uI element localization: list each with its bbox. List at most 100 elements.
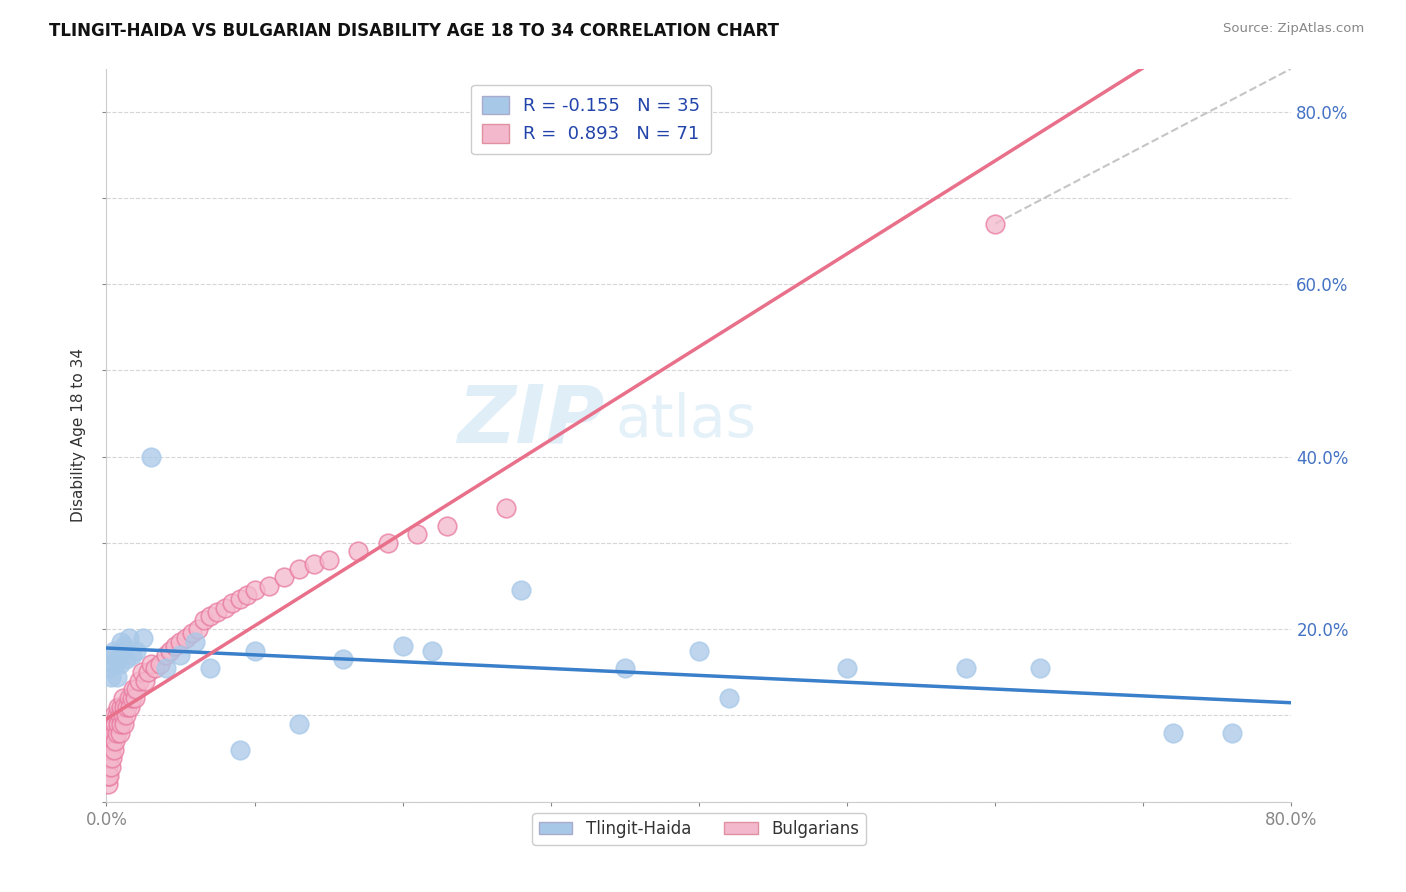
Point: [406, 527, 429, 541]
Point: [984, 217, 1007, 231]
Point: [110, 717, 132, 731]
Point: [1028, 661, 1050, 675]
Point: [155, 661, 177, 675]
Point: [103, 708, 125, 723]
Point: [717, 691, 740, 706]
Y-axis label: Disability Age 18 to 34: Disability Age 18 to 34: [72, 348, 86, 522]
Point: [955, 661, 977, 675]
Point: [117, 691, 139, 706]
Point: [131, 665, 153, 680]
Point: [122, 682, 145, 697]
Point: [193, 614, 215, 628]
Point: [98, 661, 121, 675]
Legend: Tlingit-Haida, Bulgarians: Tlingit-Haida, Bulgarians: [533, 814, 866, 845]
Point: [115, 699, 138, 714]
Point: [198, 609, 221, 624]
Point: [169, 648, 191, 662]
Point: [835, 661, 858, 675]
Point: [110, 699, 132, 714]
Point: [103, 743, 125, 757]
Point: [98, 743, 121, 757]
Point: [228, 591, 250, 606]
Point: [114, 708, 136, 723]
Point: [1161, 725, 1184, 739]
Point: [510, 583, 533, 598]
Point: [139, 657, 162, 671]
Point: [613, 661, 636, 675]
Point: [103, 725, 125, 739]
Point: [187, 622, 209, 636]
Point: [134, 673, 156, 688]
Point: [198, 661, 221, 675]
Point: [163, 640, 186, 654]
Point: [243, 583, 266, 598]
Point: [111, 691, 134, 706]
Text: atlas: atlas: [616, 392, 756, 449]
Point: [107, 699, 129, 714]
Point: [97, 777, 120, 791]
Point: [125, 682, 148, 697]
Point: [101, 648, 124, 662]
Point: [104, 717, 127, 731]
Point: [688, 643, 710, 657]
Point: [132, 631, 155, 645]
Point: [98, 751, 121, 765]
Point: [228, 743, 250, 757]
Point: [101, 734, 124, 748]
Point: [128, 673, 150, 688]
Point: [155, 648, 177, 662]
Point: [377, 536, 399, 550]
Point: [288, 562, 311, 576]
Point: [139, 450, 162, 464]
Point: [121, 648, 143, 662]
Point: [125, 643, 148, 657]
Point: [176, 631, 198, 645]
Point: [207, 605, 229, 619]
Point: [420, 643, 443, 657]
Point: [243, 643, 266, 657]
Point: [347, 544, 370, 558]
Point: [107, 652, 129, 666]
Point: [112, 640, 135, 654]
Point: [105, 708, 128, 723]
Point: [143, 661, 166, 675]
Point: [107, 717, 129, 731]
Point: [159, 643, 181, 657]
Point: [495, 501, 517, 516]
Point: [184, 635, 207, 649]
Point: [112, 717, 135, 731]
Point: [273, 570, 295, 584]
Text: ZIP: ZIP: [457, 382, 605, 459]
Point: [1220, 725, 1243, 739]
Point: [120, 699, 142, 714]
Point: [101, 717, 124, 731]
Point: [112, 699, 135, 714]
Point: [98, 734, 121, 748]
Point: [169, 635, 191, 649]
Point: [108, 725, 131, 739]
Point: [121, 691, 143, 706]
Point: [100, 669, 122, 683]
Point: [318, 553, 340, 567]
Point: [108, 708, 131, 723]
Point: [391, 640, 413, 654]
Point: [104, 734, 127, 748]
Point: [104, 657, 127, 671]
Text: TLINGIT-HAIDA VS BULGARIAN DISABILITY AGE 18 TO 34 CORRELATION CHART: TLINGIT-HAIDA VS BULGARIAN DISABILITY AG…: [49, 22, 779, 40]
Point: [236, 588, 259, 602]
Point: [214, 600, 236, 615]
Point: [105, 725, 128, 739]
Point: [100, 760, 122, 774]
Point: [98, 769, 121, 783]
Text: Source: ZipAtlas.com: Source: ZipAtlas.com: [1223, 22, 1364, 36]
Point: [110, 635, 132, 649]
Point: [103, 643, 125, 657]
Point: [149, 657, 172, 671]
Point: [111, 708, 134, 723]
Point: [100, 743, 122, 757]
Point: [117, 631, 139, 645]
Point: [259, 579, 281, 593]
Point: [114, 652, 136, 666]
Point: [101, 751, 124, 765]
Point: [97, 760, 120, 774]
